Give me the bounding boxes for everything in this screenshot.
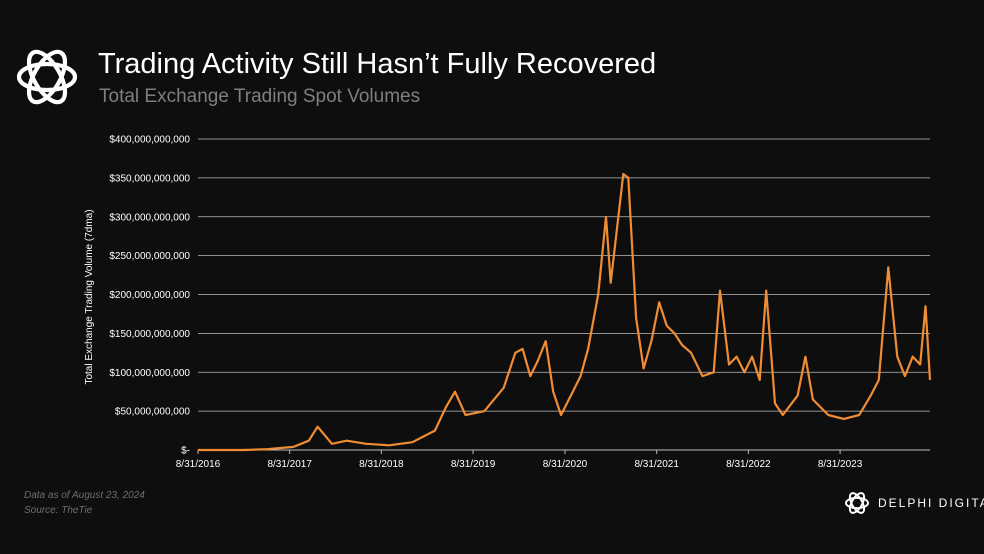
chart-gridlines (198, 138, 930, 451)
y-tick-label: $150,000,000,000 (109, 329, 190, 340)
y-tick-label: $200,000,000,000 (109, 290, 190, 301)
y-tick-label: $50,000,000,000 (115, 407, 191, 418)
y-tick-label: $400,000,000,000 (109, 135, 190, 146)
x-tick-label: 8/31/2020 (543, 459, 588, 470)
delphi-logo-icon (16, 49, 78, 105)
page-subtitle: Total Exchange Trading Spot Volumes (99, 86, 421, 107)
series-line (198, 172, 932, 452)
y-tick-label: $- (181, 446, 190, 457)
page-title: Trading Activity Still Hasn’t Fully Reco… (98, 48, 657, 80)
x-axis-ticks: 8/31/2016 8/31/2017 8/31/2018 8/31/2019 8/31… (176, 450, 863, 470)
x-tick-label: 8/31/2017 (267, 459, 312, 470)
x-tick-label: 8/31/2016 (176, 459, 221, 470)
y-tick-label: $300,000,000,000 (109, 212, 190, 223)
x-tick-label: 8/31/2019 (451, 459, 496, 470)
y-axis-label: Total Exchange Trading Volume (7dma) (84, 209, 95, 384)
source-note: Source: TheTie (24, 505, 93, 516)
x-tick-label: 8/31/2022 (726, 459, 771, 470)
x-tick-label: 8/31/2018 (359, 459, 404, 470)
y-tick-label: $250,000,000,000 (109, 251, 190, 262)
data-note: Data as of August 23, 2024 (24, 490, 145, 501)
chart-series (198, 172, 932, 452)
brand-name: DELPHI DIGITAL (878, 496, 984, 510)
y-axis-ticks: $- $50,000,000,000 $100,000,000,000 $150,00… (109, 135, 190, 457)
x-tick-label: 8/31/2023 (818, 459, 863, 470)
brand-footer: DELPHI DIGITAL (844, 489, 984, 517)
x-tick-label: 8/31/2021 (634, 459, 679, 470)
y-tick-label: $350,000,000,000 (109, 173, 190, 184)
delphi-footer-logo-icon (844, 492, 870, 514)
y-tick-label: $100,000,000,000 (109, 368, 190, 379)
